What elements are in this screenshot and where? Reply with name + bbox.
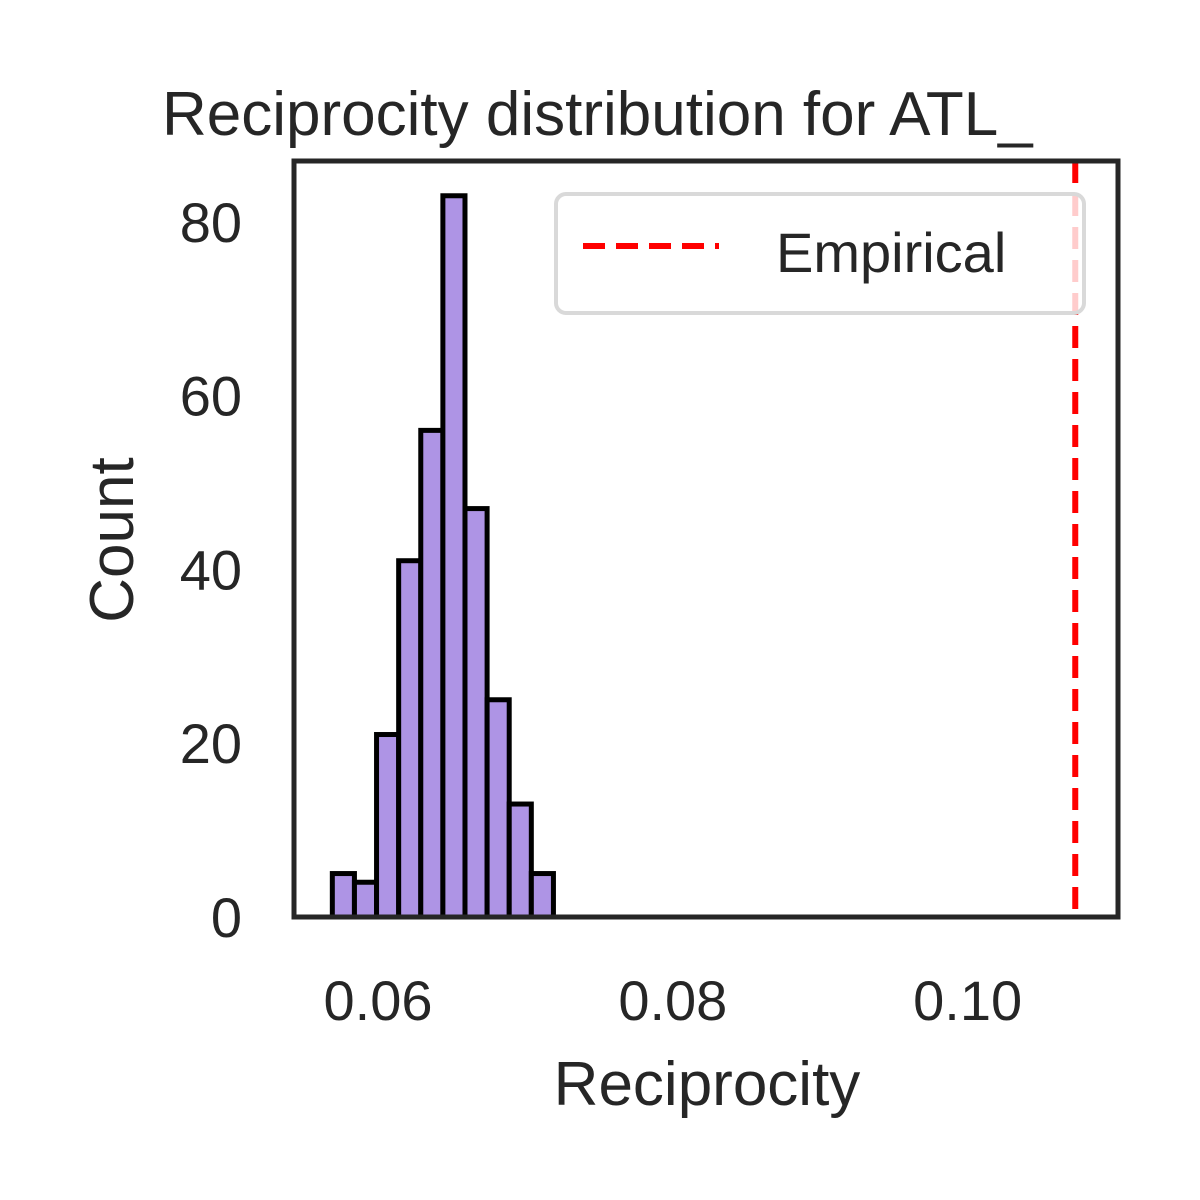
y-tick-label-3: 60	[180, 365, 242, 428]
y-tick-label-4: 80	[180, 191, 242, 254]
legend-box	[554, 192, 1086, 315]
y-ticks: 0 20 40 60 80	[180, 191, 242, 949]
y-tick-label-2: 40	[180, 538, 242, 601]
histogram-bar-2	[374, 732, 402, 920]
x-axis-label: Reciprocity	[554, 1050, 861, 1119]
histogram-bar-6	[462, 506, 490, 920]
chart-title: Reciprocity distribution for ATL_	[162, 80, 1034, 149]
y-tick-label-0: 0	[211, 886, 242, 949]
histogram-bar-4	[418, 427, 446, 920]
legend-label-empirical: Empirical	[776, 221, 1006, 284]
y-tick-label-1: 20	[180, 712, 242, 775]
histogram-bar-8	[506, 801, 534, 920]
x-tick-label-2: 0.10	[913, 969, 1022, 1032]
x-ticks: 0.06 0.08 0.10	[324, 969, 1023, 1032]
x-tick-label-0: 0.06	[324, 969, 433, 1032]
histogram-bar-7	[484, 697, 512, 920]
plot-frame	[291, 158, 1121, 920]
histogram-bar-3	[396, 558, 424, 920]
histogram-bar-0	[329, 871, 357, 920]
histogram-bar-5	[440, 193, 468, 920]
legend: Empirical	[554, 192, 1086, 315]
x-tick-label-1: 0.08	[618, 969, 727, 1032]
histogram-bar-9	[528, 871, 556, 920]
histogram-bars	[329, 193, 556, 920]
histogram-bar-1	[351, 879, 380, 920]
y-axis-label: Count	[78, 457, 147, 622]
